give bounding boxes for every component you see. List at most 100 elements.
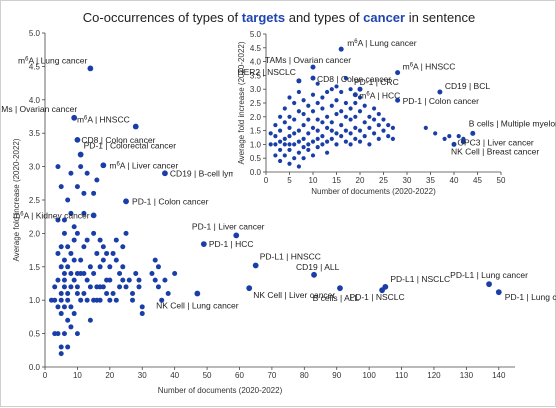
- main-annotated-point: [87, 65, 94, 72]
- inset-data-point: [353, 100, 358, 106]
- inset-annotation-label: m6A | HNSCC: [403, 62, 456, 72]
- inset-data-point: [334, 84, 339, 89]
- inset-x-tick-label: 20: [356, 176, 365, 185]
- main-y-tick-label: 1.0: [29, 296, 41, 305]
- main-data-point: [107, 264, 113, 270]
- inset-data-point: [362, 103, 367, 108]
- inset-data-point: [296, 109, 301, 114]
- inset-data-point: [376, 111, 381, 117]
- main-x-tick-label: 40: [170, 371, 179, 380]
- main-annotation-label: PD-1 | HCC: [209, 239, 254, 249]
- main-data-point: [126, 277, 132, 283]
- inset-data-point: [306, 142, 311, 147]
- main-data-point: [58, 297, 64, 303]
- inset-data-point: [287, 147, 292, 153]
- main-scatter-plot: 0 10 20 30 40 50 60 70 80 90 100 110 120 130 1400.00.5…: [1, 29, 556, 395]
- main-x-tick-label: 0: [43, 371, 48, 380]
- main-data-point: [149, 270, 155, 276]
- inset-annotated-point: [352, 92, 358, 98]
- main-data-point: [78, 297, 84, 303]
- main-data-point: [117, 284, 123, 290]
- inset-annotated-point: [357, 86, 363, 92]
- main-annotated-point: [132, 123, 139, 130]
- main-data-point: [58, 244, 64, 250]
- main-data-point: [55, 331, 61, 337]
- inset-data-point: [348, 117, 353, 122]
- inset-y-tick-label: 3.5: [250, 71, 262, 80]
- inset-y-tick-label: 3.0: [250, 85, 262, 94]
- main-data-point: [117, 270, 123, 276]
- inset-y-tick-label: 2.0: [250, 113, 262, 122]
- main-annotation-label: PD-1 | Lung cancer: [505, 292, 556, 302]
- main-annotated-point: [200, 241, 207, 247]
- inset-data-point: [353, 136, 358, 141]
- main-data-point: [130, 291, 136, 297]
- main-annotation-label: PD-1 | Liver cancer: [192, 221, 265, 231]
- inset-data-point: [282, 106, 287, 111]
- inset-data-point: [320, 106, 325, 111]
- main-data-point: [91, 230, 97, 236]
- main-annotated-point: [90, 212, 97, 219]
- main-data-point: [55, 277, 61, 283]
- main-data-point: [120, 244, 126, 250]
- inset-data-point: [357, 139, 363, 144]
- main-annotated-point: [194, 290, 201, 297]
- main-data-point: [133, 270, 139, 276]
- main-annotation-label: PD-L1 | Lung cancer: [450, 270, 528, 280]
- inset-annotation-label: B cells | Multiple myeloma: [469, 118, 556, 128]
- main-data-point: [74, 291, 80, 297]
- main-data-point: [55, 304, 61, 310]
- inset-y-tick-label: 0.5: [250, 154, 262, 163]
- inset-y-tick-label: 5.0: [250, 30, 262, 39]
- inset-data-point: [329, 103, 334, 108]
- inset-data-point: [423, 125, 428, 130]
- main-y-tick-label: 4.0: [29, 96, 41, 105]
- main-data-point: [71, 224, 77, 230]
- main-annotation-label: NK Cell | Lung cancer: [156, 301, 239, 311]
- inset-data-point: [367, 114, 372, 119]
- main-y-tick-label: 3.5: [29, 129, 41, 138]
- main-data-point: [130, 297, 136, 303]
- main-data-point: [61, 304, 67, 310]
- inset-data-point: [296, 150, 301, 155]
- inset-data-point: [320, 134, 325, 139]
- inset-data-point: [278, 139, 283, 144]
- inset-data-point: [348, 87, 353, 92]
- main-y-tick-label: 0.5: [29, 330, 41, 339]
- inset-data-point: [343, 128, 348, 133]
- inset-data-point: [278, 158, 283, 164]
- main-x-axis-label: Number of documents (2020-2022): [158, 386, 283, 395]
- inset-data-point: [343, 114, 348, 119]
- main-x-tick-label: 70: [267, 371, 276, 380]
- chart-title: Co-occurrences of types of targets and t…: [83, 10, 475, 25]
- inset-x-tick-label: 10: [309, 176, 318, 185]
- inset-data-point: [301, 136, 306, 141]
- inset-data-point: [315, 128, 320, 133]
- main-y-tick-label: 5.0: [29, 29, 41, 38]
- inset-data-point: [372, 106, 377, 111]
- inset-annotated-point: [395, 97, 401, 103]
- inset-data-point: [310, 153, 316, 158]
- main-data-point: [120, 277, 126, 283]
- main-data-point: [55, 164, 61, 170]
- main-annotated-point: [100, 162, 107, 169]
- main-data-point: [81, 291, 87, 297]
- main-x-tick-label: 90: [332, 371, 341, 380]
- main-data-point: [74, 184, 80, 190]
- inset-data-point: [329, 136, 334, 141]
- main-data-point: [68, 284, 74, 290]
- main-annotation-label: PD-1 | Colorectal cancer: [84, 141, 177, 151]
- inset-data-point: [292, 156, 297, 161]
- main-data-point: [91, 270, 97, 276]
- main-data-point: [136, 284, 142, 290]
- main-data-point: [139, 311, 145, 317]
- inset-data-point: [325, 125, 330, 130]
- inset-data-point: [315, 81, 320, 86]
- main-data-point: [123, 230, 129, 236]
- inset-data-point: [301, 122, 306, 128]
- inset-data-point: [287, 95, 292, 100]
- main-data-point: [68, 250, 74, 256]
- main-data-point: [74, 284, 80, 290]
